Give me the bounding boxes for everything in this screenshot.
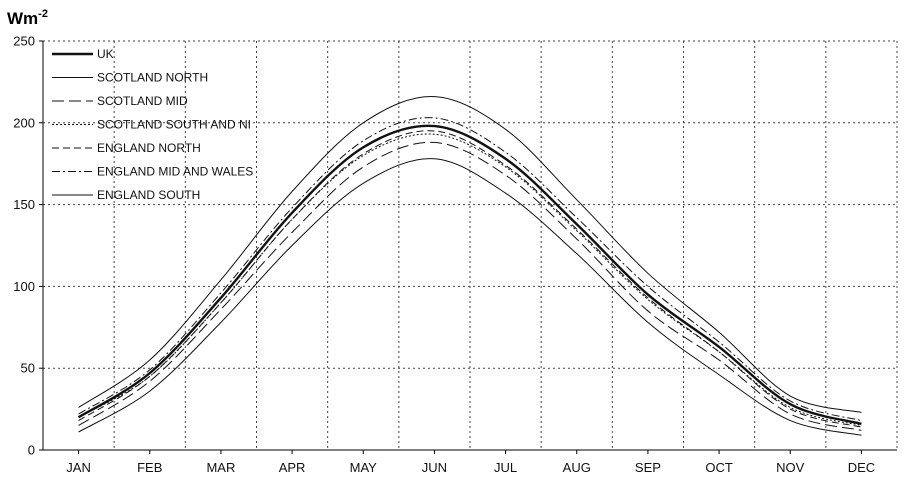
legend: UK SCOTLAND NORTH SCOTLAND MID SCOTLAND SOU… (52, 47, 253, 202)
series-lines (77, 96, 862, 436)
legend-label: UK (97, 47, 114, 61)
series-line-england-south (78, 96, 862, 413)
y-tick-label: 150 (13, 197, 35, 212)
series-line-england-mid-and-wales (78, 117, 862, 422)
legend-label: SCOTLAND MID (97, 94, 188, 108)
series-line-england-north (78, 130, 862, 428)
grid (43, 40, 898, 450)
legend-label: ENGLAND MID AND WALES (97, 165, 253, 179)
y-axis-unit-exponent: -2 (38, 8, 48, 20)
y-tick-label: 50 (21, 361, 35, 376)
x-tick-label: JUL (494, 460, 517, 475)
x-tick-label: FEB (137, 460, 162, 475)
legend-label: SCOTLAND NORTH (97, 71, 208, 85)
series-line-scotland-north (78, 158, 862, 436)
x-tick-label: AUG (563, 460, 591, 475)
x-tick-label: APR (279, 460, 306, 475)
x-tick-label: MAY (350, 460, 378, 475)
y-axis-unit: Wm-2 (7, 8, 48, 28)
legend-label: ENGLAND SOUTH (97, 188, 200, 202)
x-tick-label: DEC (848, 460, 875, 475)
y-tick-label: 0 (28, 443, 35, 458)
series-line-scotland-south-and-ni (78, 133, 862, 426)
axes: 0 50 100 150 200 250 JAN FEB MAR APR MAY JUN JUL AUG S… (13, 34, 897, 475)
y-tick-label: 200 (13, 115, 35, 130)
x-tick-label: JUN (422, 460, 447, 475)
x-tick-label: NOV (776, 460, 805, 475)
x-tick-label: OCT (705, 460, 733, 475)
y-tick-label: 250 (13, 34, 35, 49)
y-tick-label: 100 (13, 279, 35, 294)
series-line-scotland-mid (78, 141, 862, 431)
legend-label: SCOTLAND SOUTH AND NI (97, 118, 251, 132)
x-tick-label: JAN (66, 460, 91, 475)
y-axis-unit-base: Wm (7, 9, 38, 28)
series-line-uk (77, 124, 862, 425)
x-tick-label: SEP (635, 460, 661, 475)
legend-label: ENGLAND NORTH (97, 141, 201, 155)
x-tick-label: MAR (206, 460, 235, 475)
